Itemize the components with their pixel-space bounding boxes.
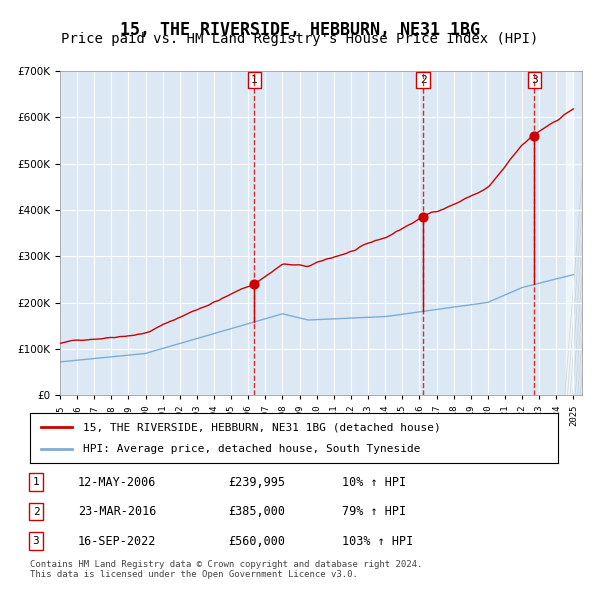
Text: 12-MAY-2006: 12-MAY-2006	[78, 476, 157, 489]
Text: 16-SEP-2022: 16-SEP-2022	[78, 535, 157, 548]
Text: Contains HM Land Registry data © Crown copyright and database right 2024.
This d: Contains HM Land Registry data © Crown c…	[30, 560, 422, 579]
Text: 2: 2	[420, 75, 427, 85]
Text: 3: 3	[531, 75, 538, 85]
Text: 15, THE RIVERSIDE, HEBBURN, NE31 1BG: 15, THE RIVERSIDE, HEBBURN, NE31 1BG	[120, 21, 480, 39]
Text: £239,995: £239,995	[228, 476, 285, 489]
Text: 2: 2	[32, 507, 40, 516]
Text: Price paid vs. HM Land Registry's House Price Index (HPI): Price paid vs. HM Land Registry's House …	[61, 32, 539, 47]
Text: 79% ↑ HPI: 79% ↑ HPI	[342, 505, 406, 518]
Text: 10% ↑ HPI: 10% ↑ HPI	[342, 476, 406, 489]
Text: 1: 1	[32, 477, 40, 487]
Text: HPI: Average price, detached house, South Tyneside: HPI: Average price, detached house, Sout…	[83, 444, 420, 454]
Text: 3: 3	[32, 536, 40, 546]
Text: 1: 1	[251, 75, 258, 85]
Text: £560,000: £560,000	[228, 535, 285, 548]
Point	[250, 279, 259, 289]
Text: 23-MAR-2016: 23-MAR-2016	[78, 505, 157, 518]
Point	[529, 131, 539, 140]
Text: £385,000: £385,000	[228, 505, 285, 518]
Text: 15, THE RIVERSIDE, HEBBURN, NE31 1BG (detached house): 15, THE RIVERSIDE, HEBBURN, NE31 1BG (de…	[83, 422, 440, 432]
Text: 103% ↑ HPI: 103% ↑ HPI	[342, 535, 413, 548]
Point	[418, 212, 428, 222]
